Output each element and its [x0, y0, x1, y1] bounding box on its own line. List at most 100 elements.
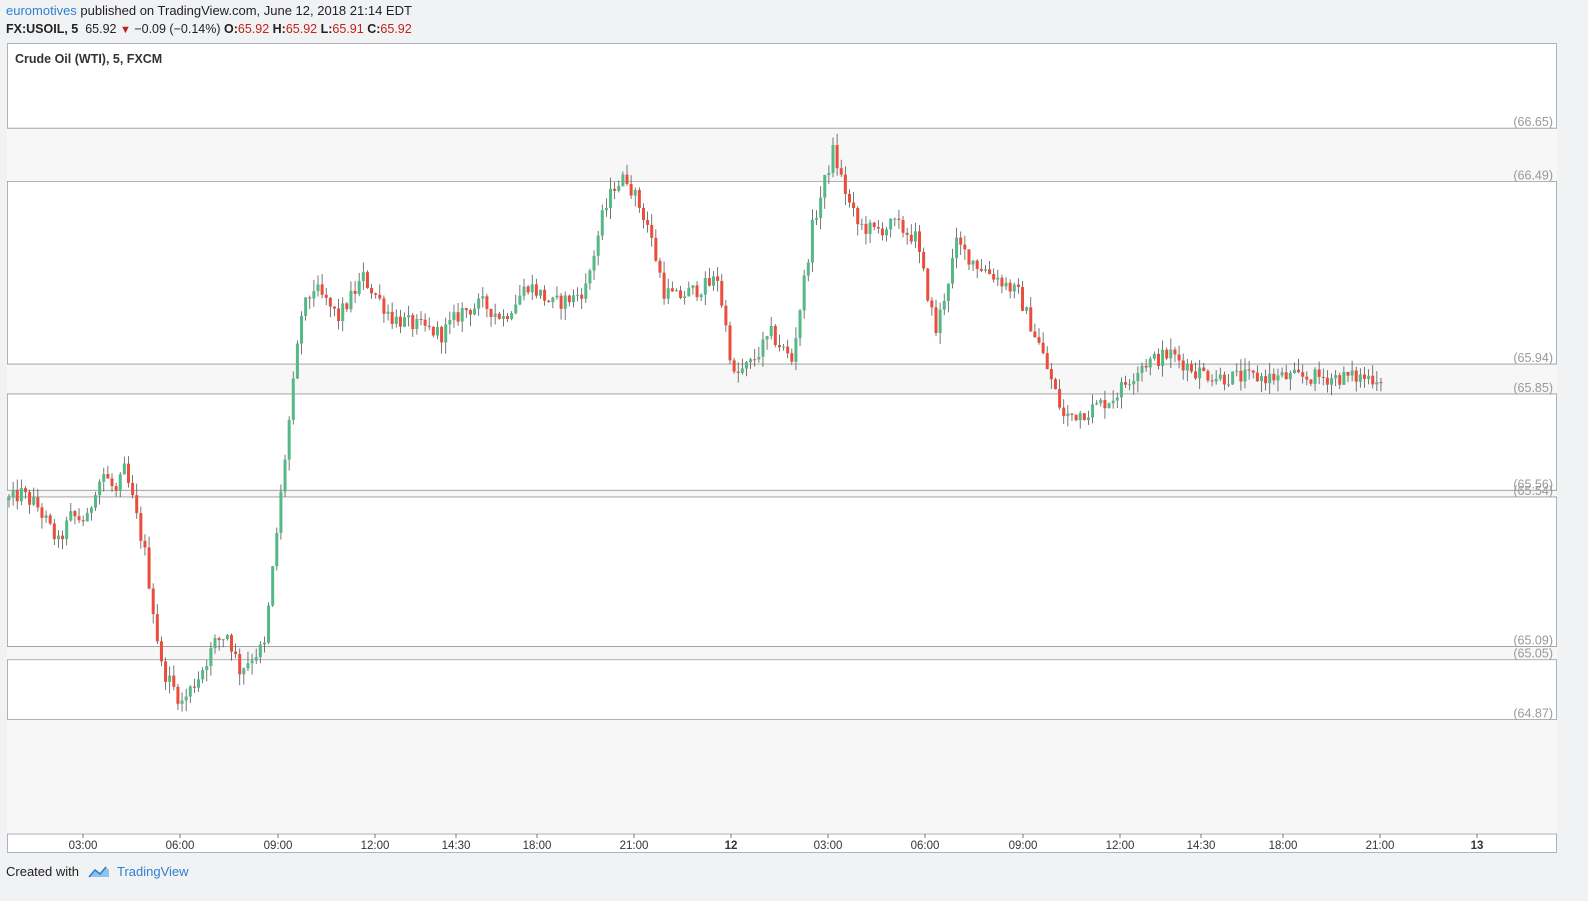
footer: Created with TradingView: [6, 864, 189, 879]
candle-body: [1107, 403, 1111, 409]
candle-body: [415, 318, 419, 330]
candle-body: [1325, 377, 1329, 385]
candle-body: [452, 312, 456, 320]
price-chart[interactable]: (66.65) (66.49) (65.94) (65.85) (65.56)(65.5…: [7, 43, 1557, 853]
candle-body: [122, 463, 126, 475]
candle-body: [559, 295, 563, 309]
candle-body: [1082, 413, 1086, 420]
candle-body: [1185, 363, 1189, 371]
candle-body: [77, 516, 81, 521]
candle-body: [633, 190, 637, 196]
candle-body: [1346, 371, 1350, 376]
candle-body: [1202, 367, 1206, 372]
candle-body: [905, 232, 909, 235]
candle-body: [790, 353, 794, 362]
candle-body: [283, 459, 287, 492]
candle-body: [695, 285, 699, 298]
candle-body: [773, 325, 777, 346]
candle-body: [188, 686, 192, 697]
candle-body: [1103, 400, 1107, 409]
candle-body: [600, 210, 604, 236]
candle-body: [246, 663, 250, 669]
candle-body: [448, 319, 452, 325]
candle-body: [427, 325, 431, 327]
candle-body: [1354, 370, 1358, 382]
candle-body: [23, 488, 27, 493]
candle-body: [815, 218, 819, 220]
candle-body: [1272, 373, 1276, 381]
x-tick-label: 12:00: [361, 840, 390, 852]
candle-body: [473, 308, 477, 315]
candle-body: [1189, 363, 1193, 372]
level-label: (66.49): [1513, 168, 1553, 182]
candle-body: [279, 491, 283, 533]
candle-body: [613, 188, 617, 191]
candle-body: [493, 313, 497, 317]
candle-body: [497, 313, 501, 319]
candle-body: [1259, 376, 1263, 382]
x-tick-label: 09:00: [1009, 840, 1038, 852]
candle-body: [460, 308, 464, 322]
low-value: 65.91: [332, 22, 364, 36]
author-link[interactable]: euromotives: [6, 3, 77, 18]
candle-body: [918, 231, 922, 252]
symbol-label: FX:USOIL, 5: [6, 22, 79, 36]
candle-body: [1033, 331, 1037, 338]
candle-body: [753, 359, 757, 361]
close-label: C:: [367, 22, 381, 36]
candle-body: [1074, 414, 1078, 421]
candle-body: [184, 696, 188, 701]
tradingview-brand-link[interactable]: TradingView: [116, 864, 189, 879]
candle-body: [1156, 353, 1160, 366]
candle-body: [872, 222, 876, 228]
candle-body: [81, 520, 85, 522]
candle-body: [1358, 374, 1362, 382]
candle-body: [530, 284, 534, 293]
candle-body: [522, 286, 526, 296]
candle-body: [341, 303, 345, 322]
candle-body: [316, 284, 320, 292]
candle-body: [827, 172, 831, 175]
candle-body: [979, 268, 983, 271]
candle-body: [217, 638, 221, 641]
candle-body: [617, 185, 621, 191]
candle-body: [604, 207, 608, 211]
candle-body: [382, 298, 386, 314]
candle-body: [1284, 372, 1288, 380]
candle-body: [229, 634, 233, 652]
candle-body: [176, 686, 180, 704]
candle-body: [370, 287, 374, 294]
candle-body: [1124, 382, 1128, 385]
candle-body: [1140, 365, 1144, 373]
candle-body: [431, 326, 435, 336]
level-band: [7, 490, 1557, 497]
publish-info: euromotives published on TradingView.com…: [6, 3, 412, 18]
candle-body: [11, 489, 15, 498]
candle-body: [164, 661, 168, 682]
candle-body: [761, 339, 765, 357]
level-label: (65.09): [1513, 633, 1553, 647]
candle-body: [596, 235, 600, 256]
candle-body: [1165, 349, 1169, 359]
candle-body: [1330, 378, 1334, 385]
candle-body: [670, 288, 674, 292]
level-label: (65.94): [1513, 351, 1553, 365]
candle-body: [1198, 367, 1202, 379]
candle-body: [889, 218, 893, 230]
candle-body: [1243, 369, 1247, 382]
x-tick-label: 09:00: [264, 840, 293, 852]
candle-body: [254, 657, 258, 661]
candle-body: [1338, 375, 1342, 385]
candle-body: [1037, 337, 1041, 343]
candle-body: [1264, 376, 1268, 384]
candle-body: [975, 260, 979, 269]
candle-body: [794, 338, 798, 362]
candle-body: [1169, 349, 1173, 359]
candle-body: [992, 274, 996, 280]
candle-body: [489, 308, 493, 317]
candle-body: [172, 675, 176, 687]
candle-body: [1218, 374, 1222, 379]
level-label: (65.54): [1513, 484, 1553, 498]
candle-body: [1268, 373, 1272, 384]
candle-body: [7, 497, 11, 501]
